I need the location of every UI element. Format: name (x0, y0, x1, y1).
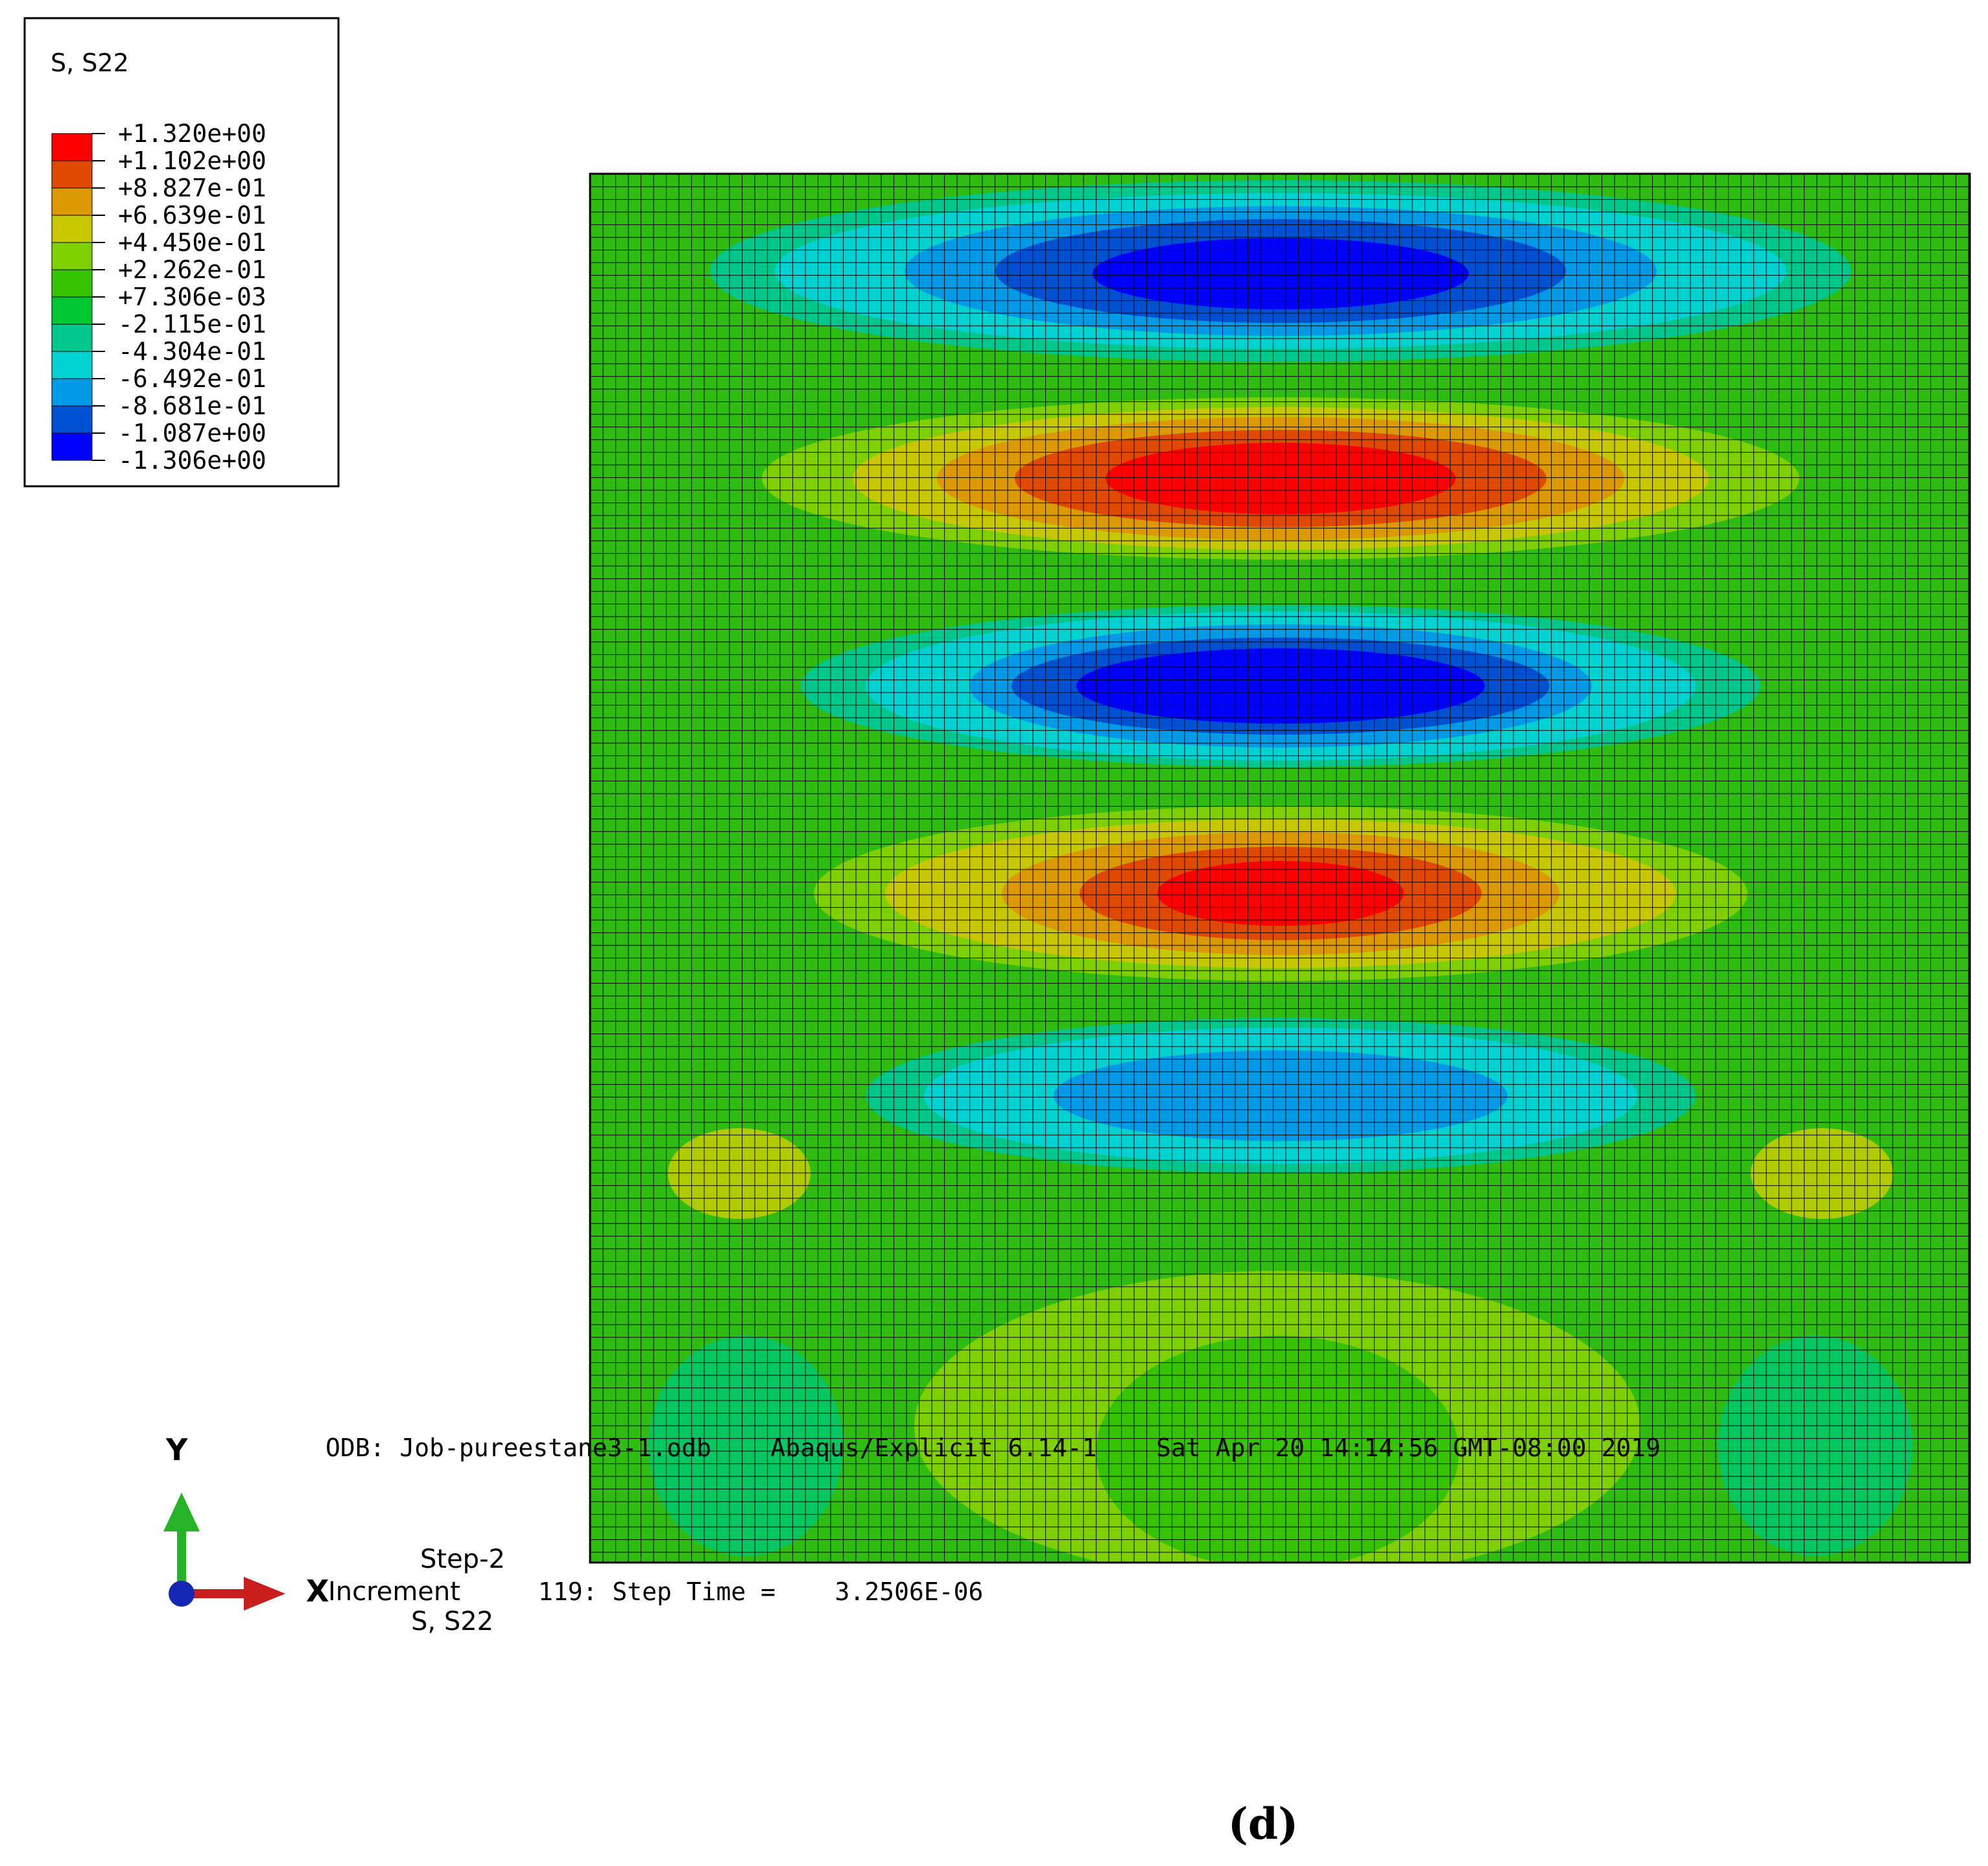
legend-value-label: +8.827e-01 (118, 174, 266, 202)
legend-swatch (51, 378, 93, 407)
legend-value-label: +1.102e+00 (118, 147, 266, 175)
plate-outline (589, 172, 1971, 1564)
triad-y-label: Y (165, 1432, 188, 1467)
legend-color-bar (51, 133, 93, 461)
legend-value-label: -1.087e+00 (118, 419, 266, 447)
legend-title: S, S22 (51, 49, 129, 77)
legend-value-label: -2.115e-01 (118, 310, 266, 338)
element-mesh (590, 174, 1970, 1563)
triad-z-axis (169, 1581, 195, 1607)
legend-swatch (51, 269, 93, 298)
legend-swatch (51, 187, 93, 216)
figure-caption: (d) (1228, 1799, 1299, 1849)
triad-y-arrowhead (163, 1493, 200, 1531)
legend: S, S22 +1.320e+00+1.102e+00+8.827e-01+6.… (23, 17, 340, 488)
legend-swatch (51, 405, 93, 434)
contour-plate (589, 172, 1971, 1564)
variable-label: S, S22 (411, 1607, 493, 1636)
legend-swatch (51, 242, 93, 270)
legend-value-label: -1.306e+00 (118, 446, 266, 475)
legend-value-label: -8.681e-01 (118, 392, 266, 420)
triad-x-label: X (306, 1574, 329, 1609)
legend-swatch (51, 215, 93, 243)
legend-swatch (51, 133, 93, 161)
legend-value-label: +4.450e-01 (118, 228, 266, 257)
legend-swatch (51, 324, 93, 352)
stress-contours (590, 174, 1970, 1563)
legend-value-labels: +1.320e+00+1.102e+00+8.827e-01+6.639e-01… (92, 119, 266, 475)
legend-value-label: +2.262e-01 (118, 255, 266, 284)
increment-label: Increment (328, 1577, 460, 1607)
odb-info-line: ODB: Job-pureestane3-1.odb Abaqus/Explic… (325, 1434, 1661, 1462)
legend-swatch (51, 160, 93, 189)
axis-triad: Y X (163, 1432, 329, 1611)
increment-value: 119: Step Time = 3.2506E-06 (538, 1577, 983, 1606)
step-label: Step-2 (420, 1544, 505, 1574)
legend-value-label: +6.639e-01 (118, 201, 266, 230)
legend-swatch (51, 296, 93, 325)
legend-value-label: -6.492e-01 (118, 364, 266, 393)
legend-value-label: -4.304e-01 (118, 337, 266, 366)
legend-swatch (51, 351, 93, 379)
legend-value-label: +1.320e+00 (118, 119, 266, 148)
legend-value-label: +7.306e-03 (118, 283, 266, 311)
legend-swatch (51, 432, 93, 461)
triad-x-arrowhead (244, 1577, 285, 1611)
